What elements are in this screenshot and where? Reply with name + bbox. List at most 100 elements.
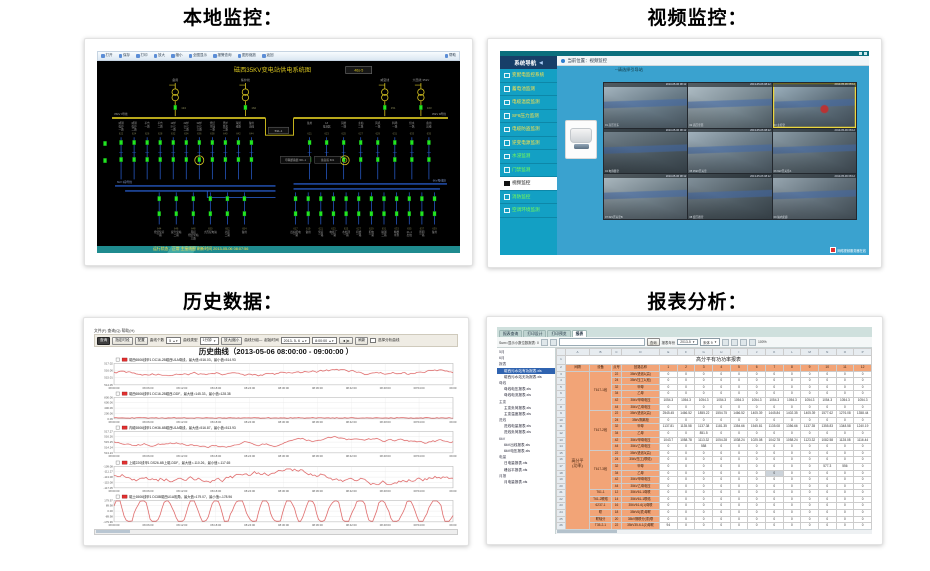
table-row[interactable]: 17 32 甲母 0 0 0 0 0 0 0 0 0 577.3 556 0 [556, 462, 872, 471]
scada-tool-2[interactable]: 打印 [136, 53, 148, 58]
scada-tool-7[interactable]: 图形缩放 [237, 53, 256, 58]
table-row[interactable]: 12 34 乙母 0 0 851.5 0 0 0 0 0 0 0 0 0 [556, 429, 872, 438]
align-center-icon[interactable] [730, 338, 738, 346]
tree-item-1[interactable]: 5月 [499, 350, 505, 354]
sidebar-item-6[interactable]: 逆变电源监测 [500, 137, 557, 150]
tree-item-16[interactable]: 6kV出线报表.xls [504, 442, 530, 447]
scada-one-line-diagram[interactable]: 磁西35KV变电站供电系统图 46s-5 备用 134 焦炉线 162 咸变线 151 大西线 … [97, 60, 460, 247]
analysis-checkbox[interactable] [370, 337, 376, 344]
align-left-icon[interactable] [721, 338, 729, 346]
history-menubar[interactable]: 文件(F) 查询(Q) 帮助(H) [94, 329, 135, 333]
scrollbar-thumb[interactable] [557, 530, 617, 533]
scada-tool-5[interactable]: 全图显示 [188, 53, 207, 58]
history-scrollbar[interactable] [94, 529, 458, 535]
camera-device-photo[interactable] [565, 120, 597, 159]
tree-item-8[interactable]: 母线电流报表.xls [504, 393, 531, 398]
table-row[interactable]: 4 24 35kV压工1(段) 0 0 0 0 0 0 0 0 0 0 0 0 [556, 377, 872, 385]
prev-next-buttons[interactable]: ◄|► [339, 337, 354, 344]
scada-tool-8[interactable]: 返回 [262, 53, 274, 58]
refresh-button[interactable]: 刷新 [355, 336, 369, 345]
camera-cell-9[interactable]: 2013-05-06 08:12 09 站内走廊 [772, 174, 856, 219]
sidebar-item-1[interactable]: 变配电监控系统 [500, 69, 557, 83]
tree-item-2[interactable]: 6月 [499, 356, 505, 361]
scada-tool-6[interactable]: 报警查询 [213, 53, 232, 58]
tree-item-13[interactable]: 进线电量报表.xls [504, 424, 531, 429]
tree-item-14[interactable]: 进线负荷报表.xls [504, 430, 531, 435]
table-row[interactable]: 23 6237-1 16 35kV61-6(1)母联 0 0 0 0 0 0 0 0 0 0 0 0 [556, 502, 872, 511]
curve-count-stepper[interactable]: 5 ▲▼ [166, 337, 182, 344]
tab-1[interactable]: 报表查询 [499, 330, 523, 337]
tree-item-19[interactable]: 日电量报表.xls [504, 461, 528, 466]
tree-item-20[interactable]: 峰谷平报表.xls [504, 467, 528, 472]
tree-item-9[interactable]: 主变 [499, 399, 507, 404]
table-row[interactable]: 9 T617-2段 22 35kV进线2(高) 2545.45 1466.52 1855.2… [556, 410, 872, 451]
collapse-arrow-icon[interactable]: ◀ [539, 59, 543, 65]
sidebar-item-11[interactable]: 空调环境监测 [500, 204, 557, 218]
station-select-hint[interactable]: --请选择引导站 [615, 67, 643, 72]
scada-tool-0[interactable]: 打开 [101, 53, 113, 58]
table-row[interactable]: 20 44 35kV乙母电压 0 0 0 0 0 0 0 0 0 0 0 0 [556, 482, 872, 491]
sidebar-item-9[interactable]: 视频监控 [500, 177, 557, 191]
table-row[interactable]: 25 联轴分 20 35kV隔联分(重)联 0 0 0 0 0 0 0 0 0 0 0 0 [556, 515, 872, 524]
history-chart-1[interactable]: 磁西6506线甲1 DC16-2B磁西U1A母线，最大值=516.03，最小值=… [94, 357, 458, 391]
tree-item-22[interactable]: 月电量报表.xls [504, 479, 528, 484]
sidebar-item-7[interactable]: 水浸监测 [500, 150, 557, 164]
camera-cell-3[interactable]: 2013-05-06 08:12 03 主控室 [772, 83, 856, 128]
tab-active-report[interactable]: 报表 [571, 330, 588, 337]
table-row[interactable]: 26 T35-2-1 22 35kV35-6-1(2)母联 94 0 0 0 0 0 0 0 0 0 0 0 [556, 522, 872, 529]
sidebar-item-3[interactable]: 电缆温度监测 [500, 96, 557, 110]
tree-item-7[interactable]: 母线电压报表.xls [504, 387, 531, 392]
tree-item-5[interactable]: 磁西污水站无功报表.xls [504, 374, 542, 379]
table-row[interactable]: 3 高分平 (功率) T617-1段 22 35kV进线1(高) 0 0 0 0 0 0 0 0 0 0 0 0 [556, 370, 872, 529]
time-picker[interactable]: 8:00:00 ▲▼ [312, 337, 338, 344]
tree-item-17[interactable]: 6kV电压报表.xls [504, 449, 530, 453]
tree-item-11[interactable]: 主变温度报表.xls [504, 411, 531, 416]
scada-tool-1[interactable]: 保存 [118, 53, 130, 58]
scada-tool-4[interactable]: 缩小 [171, 53, 183, 58]
table-row[interactable]: 15 T617-3段 22 35kV进线3(高) 0 0 0 0 0 0 0 0 0 0 0 0 [556, 449, 872, 491]
table-row[interactable]: 21 T61-1 12 35kV61-1母联 0 0 0 0 0 0 0 0 0 0 0 0 [556, 489, 872, 497]
config-button[interactable]: 配置 [134, 336, 148, 345]
minimize-icon[interactable] [859, 52, 862, 55]
align-right-icon[interactable] [739, 338, 747, 346]
sidebar-item-4[interactable]: SF6压力监测 [500, 110, 557, 123]
tree-item-3[interactable]: 报表 [499, 362, 507, 367]
tree-item-6[interactable]: 母线 [499, 380, 507, 385]
tree-item-4[interactable]: 磁西污水站有功报表.xls [497, 367, 555, 374]
close-icon[interactable] [864, 52, 867, 55]
open-icon[interactable] [540, 338, 548, 346]
zoom-level[interactable]: 100% [757, 340, 767, 344]
table-row[interactable]: 24 联 18 35kV6(重)母联 0 0 0 0 0 0 0 0 0 0 0 0 [556, 509, 872, 517]
tree-item-10[interactable]: 主变负荷报表.xls [504, 405, 531, 410]
query-button[interactable]: 查询 [97, 336, 111, 345]
tab-3[interactable]: 打印预览 [547, 330, 571, 337]
tree-item-21[interactable]: 月报 [499, 473, 507, 478]
curve-type-select[interactable]: 1分钟 ▼ [199, 336, 220, 345]
camera-cell-6[interactable]: 2013-05-06 08:12 06 6kV开关室A [772, 128, 856, 174]
date-picker[interactable]: 2013- 5- 6 ▲▼ [280, 337, 311, 344]
camera-cell-8[interactable]: 2013-05-06 08:12 08 变压器室 [688, 174, 772, 219]
camera-cell-4[interactable]: 2013-05-06 08:12 04 电容器室 [604, 128, 688, 174]
merge-cells-icon[interactable] [748, 338, 756, 346]
report-spreadsheet[interactable]: A B C D E F G H I J K L M N O P 1 高分平有功功率报表 2 间隔 设备 点号 回路名称 1 2 3… [556, 348, 872, 529]
history-chart-2[interactable]: 磁西6506线甲1 DC16-2B磁西-DDF，最大值=145.33，最小值=1… [94, 391, 458, 425]
camera-cell-1[interactable]: 2013-05-06 08:12 01 高压室东 [604, 83, 688, 128]
sheet-h-scrollbar[interactable] [556, 529, 872, 534]
camera-cell-7[interactable]: 2013-05-06 08:12 07 6kV开关室B [604, 174, 688, 219]
history-chart-4[interactable]: 上磁220线甲1 DS26-6B上磁-DDF，最大值=-110.26，最小值=-… [94, 460, 458, 494]
report-query-button[interactable]: 查询 [646, 338, 660, 346]
tree-item-12[interactable]: 进线 [499, 418, 507, 423]
table-row[interactable]: 7 42 35kV甲母电压 1054.3 1054.3 1054.3 1054.3 1054.… [556, 396, 872, 405]
scada-tool-help[interactable]: 帮助 [444, 53, 456, 58]
camera-cell-2[interactable]: 2013-05-06 08:12 02 高压室西 [688, 83, 772, 128]
sidebar-item-5[interactable]: 电缆防盗监测 [500, 123, 557, 137]
scada-tool-3[interactable]: 放大 [153, 53, 165, 58]
font-select[interactable]: 宋体 9 ▼ [700, 338, 720, 346]
tab-2[interactable]: 打印设计 [523, 330, 547, 337]
formula-input[interactable] [558, 338, 645, 346]
tree-item-18[interactable]: 电量 [499, 455, 507, 460]
tree-item-15[interactable]: 6kV [499, 436, 506, 441]
sidebar-item-2[interactable]: 蓄电池监测 [500, 83, 557, 96]
scada-toolbar[interactable]: 打开 保存 打印 放大 缩小 全图显示 报警查询 图形缩放 返回 帮助 [97, 51, 460, 61]
camera-cell-5[interactable]: 2013-05-06 08:12 05 35kV开关室 [688, 128, 772, 174]
